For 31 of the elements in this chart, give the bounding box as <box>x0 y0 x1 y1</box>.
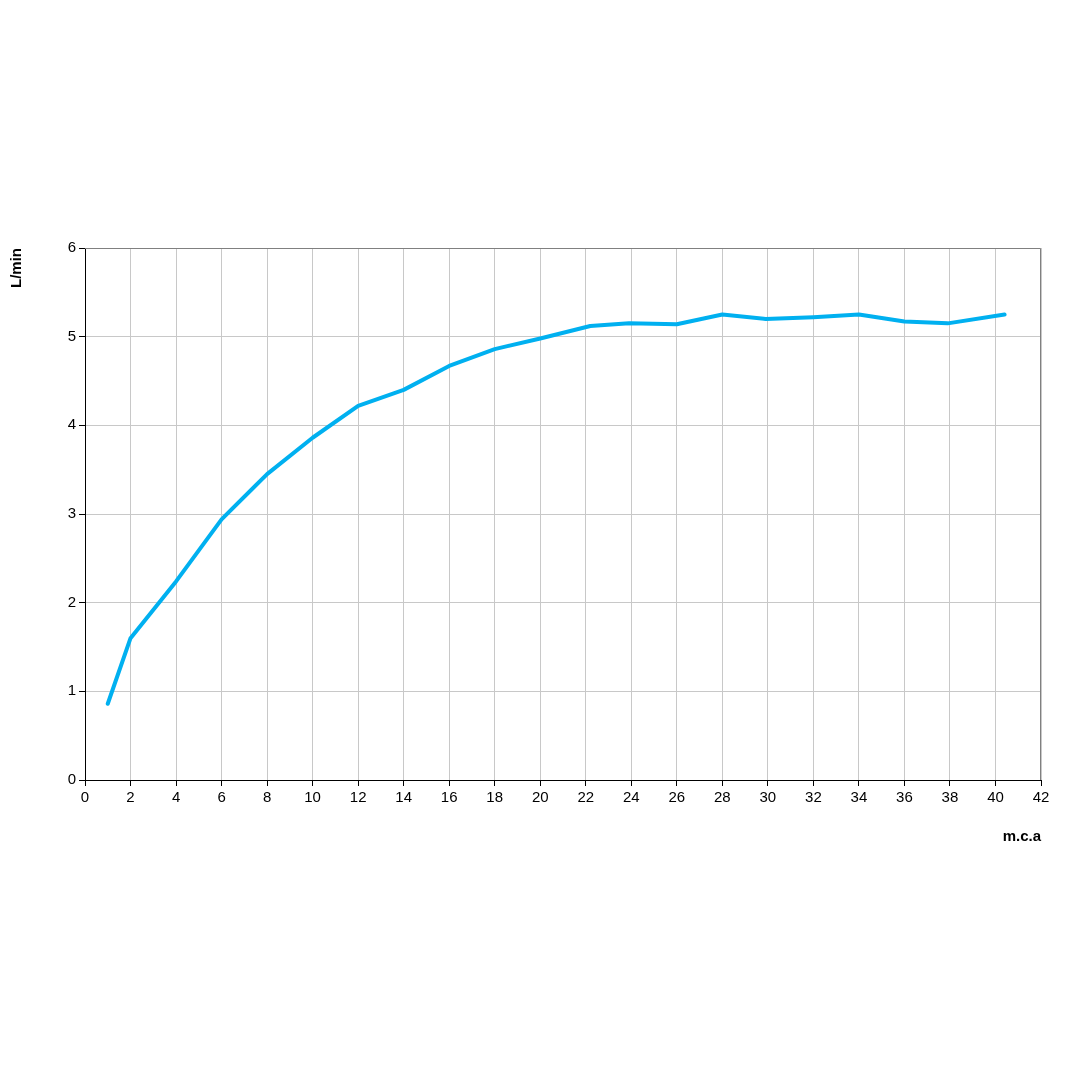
x-tick-label: 6 <box>217 788 226 806</box>
x-tick-label: 10 <box>304 788 321 806</box>
y-tick-label: 6 <box>67 238 76 256</box>
x-tick-label: 36 <box>896 788 913 806</box>
x-tick-label: 38 <box>941 788 959 806</box>
x-tick-label: 34 <box>850 788 868 806</box>
x-tick-label: 22 <box>577 788 595 806</box>
x-tick-label: 0 <box>80 788 90 806</box>
x-tick-label: 42 <box>1032 788 1050 806</box>
x-tick-label: 40 <box>987 788 1004 806</box>
x-tick-label: 26 <box>668 788 686 806</box>
x-tick-label: 30 <box>759 788 777 806</box>
y-tick-label: 4 <box>67 415 76 433</box>
x-tick-label: 8 <box>262 788 272 806</box>
x-tick-label: 16 <box>440 788 458 806</box>
y-tick-label: 5 <box>67 326 76 344</box>
x-tick-label: 18 <box>486 788 504 806</box>
x-tick-label: 32 <box>805 788 822 806</box>
x-tick-label: 12 <box>349 788 367 806</box>
x-tick-label: 14 <box>395 788 413 806</box>
y-tick-label: 0 <box>67 770 76 788</box>
y-tick-label: 3 <box>67 504 76 522</box>
x-tick-label: 2 <box>126 788 135 806</box>
y-tick-label: 1 <box>67 681 76 699</box>
x-tick-label: 4 <box>171 788 181 806</box>
y-tick-label: 2 <box>67 592 76 610</box>
x-tick-label: 24 <box>622 788 640 806</box>
x-tick-label: 20 <box>531 788 549 806</box>
x-axis-title: m.c.a <box>1002 827 1042 845</box>
y-axis-title: L/min <box>7 248 25 288</box>
x-tick-label: 28 <box>713 788 731 806</box>
